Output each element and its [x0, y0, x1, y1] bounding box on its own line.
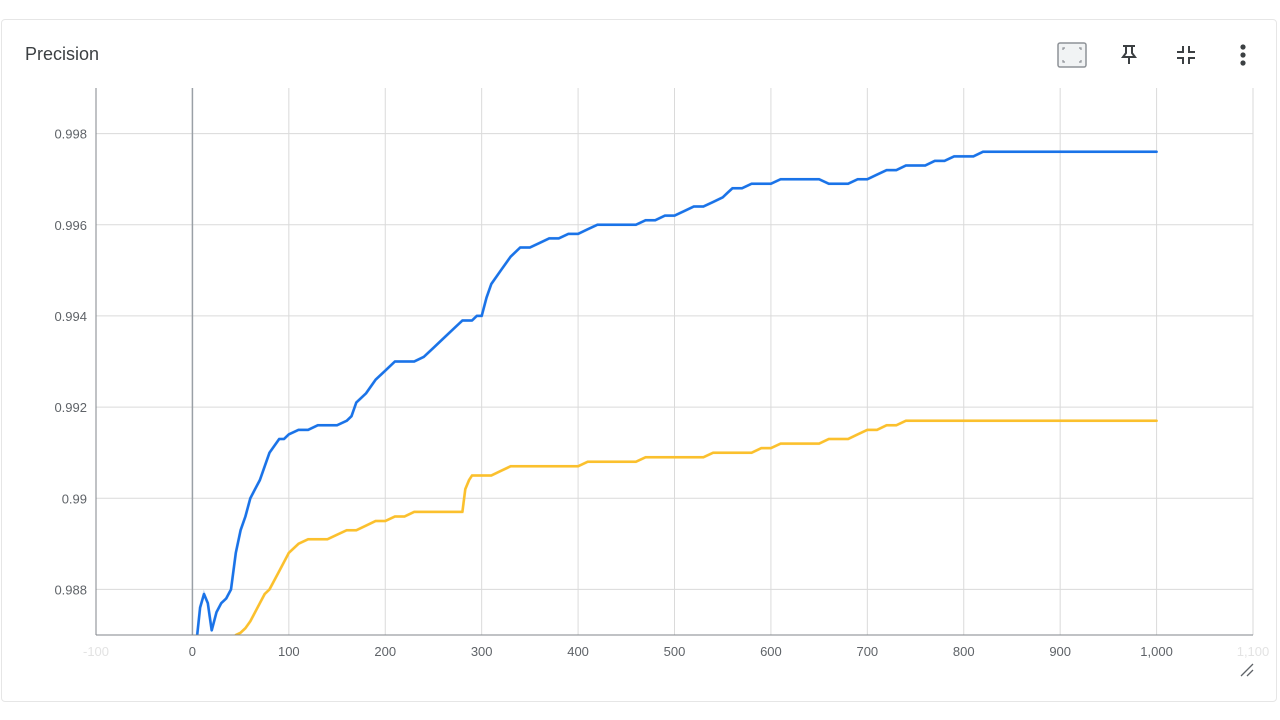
- x-tick-label: 100: [278, 644, 300, 659]
- x-tick-label: -100: [83, 644, 109, 659]
- more-vert-icon: [1240, 44, 1246, 66]
- x-tick-label: 300: [471, 644, 493, 659]
- collapse-icon: [1177, 46, 1195, 64]
- y-tick-label: 0.992: [54, 400, 87, 415]
- x-tick-label: 1,100: [1237, 644, 1270, 659]
- series-1-line: [234, 419, 1158, 635]
- fit-domain-icon: [1057, 42, 1087, 68]
- fit-domain-button[interactable]: [1055, 38, 1089, 72]
- x-tick-label: 900: [1049, 644, 1071, 659]
- y-tick-label: 0.998: [54, 127, 87, 142]
- pin-icon: [1121, 45, 1137, 64]
- x-tick-label: 1,000: [1140, 644, 1173, 659]
- x-tick-label: 0: [189, 644, 196, 659]
- series-0-line: [195, 150, 1158, 635]
- y-tick-label: 0.996: [54, 218, 87, 233]
- collapse-button[interactable]: [1169, 38, 1203, 72]
- pin-button[interactable]: [1112, 38, 1146, 72]
- grid-layer: [95, 88, 1254, 635]
- x-tick-label: 700: [856, 644, 878, 659]
- y-tick-label: 0.994: [54, 309, 87, 324]
- y-tick-label: 0.988: [54, 582, 87, 597]
- axis-layer: 0.988 0.99 0.992 0.994 0.996 0.998 -100 0 100 200…: [54, 88, 1269, 659]
- x-tick-label: 800: [953, 644, 975, 659]
- x-tick-label: 600: [760, 644, 782, 659]
- x-tick-label: 400: [567, 644, 589, 659]
- more-options-button[interactable]: [1226, 38, 1260, 72]
- series-layer: [195, 150, 1158, 635]
- card-title: Precision: [25, 44, 100, 64]
- x-tick-label: 500: [664, 644, 686, 659]
- y-tick-label: 0.99: [62, 491, 87, 506]
- x-tick-label: 200: [374, 644, 396, 659]
- resize-handle-icon[interactable]: [1237, 660, 1255, 678]
- chart-card: [1, 19, 1277, 702]
- series-1-raw-line: [235, 419, 1157, 635]
